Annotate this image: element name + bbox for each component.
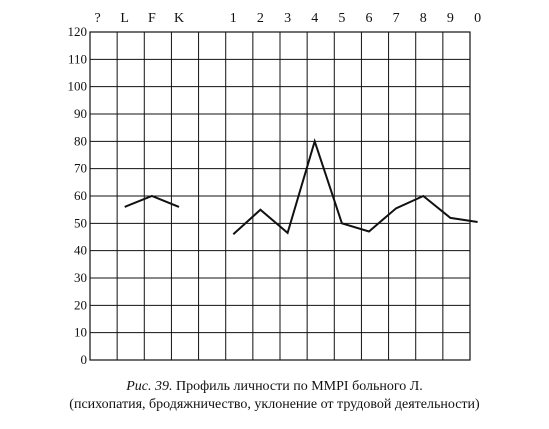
y-tick-label: 0 — [81, 352, 88, 367]
profile-line-segment — [232, 137, 478, 236]
caption-subtitle: (психопатия, бродяжничество, уклонение о… — [69, 397, 480, 412]
x-tick-label: 6 — [366, 11, 373, 26]
profile-line-segment — [124, 194, 180, 208]
y-tick-label: 80 — [74, 133, 87, 148]
x-tick-label: L — [120, 11, 129, 26]
caption-prefix: Рис. 39. — [126, 379, 173, 394]
y-axis-ticks: 0 10 20 30 40 50 60 70 80 90 100 110 120 — [68, 24, 88, 367]
x-tick-label: ? — [94, 11, 100, 26]
x-axis-ticks: ? L F K 1 2 3 4 5 6 7 8 9 0 — [94, 11, 481, 26]
y-tick-label: 50 — [74, 215, 87, 230]
y-tick-label: 90 — [74, 106, 87, 121]
plot-frame — [89, 31, 471, 361]
x-tick-label: 5 — [338, 11, 345, 26]
caption-title: Профиль личности по MMPI больного Л. — [176, 379, 423, 394]
y-tick-label: 10 — [74, 325, 87, 340]
y-tick-label: 70 — [74, 161, 87, 176]
caption-line-1: Рис. 39. Профиль личности по MMPI больно… — [0, 378, 549, 396]
x-tick-label: 9 — [447, 11, 454, 26]
y-tick-label: 30 — [74, 270, 87, 285]
x-tick-label: K — [174, 11, 184, 26]
y-tick-label: 60 — [74, 188, 87, 203]
x-tick-label: 3 — [284, 11, 291, 26]
x-tick-label: 2 — [257, 11, 264, 26]
profile-series — [124, 137, 478, 236]
chart-grid — [89, 31, 471, 361]
figure-caption: Рис. 39. Профиль личности по MMPI больно… — [0, 378, 549, 414]
y-tick-label: 110 — [68, 51, 87, 66]
x-tick-label: 7 — [393, 11, 400, 26]
x-tick-label: 4 — [311, 11, 318, 26]
x-tick-label: F — [148, 11, 156, 26]
x-tick-label: 1 — [230, 11, 237, 26]
y-tick-label: 40 — [74, 243, 87, 258]
x-tick-label: 0 — [474, 11, 481, 26]
y-tick-label: 120 — [68, 24, 88, 39]
y-tick-label: 100 — [68, 79, 88, 94]
y-tick-label: 20 — [74, 297, 87, 312]
x-tick-label: 8 — [420, 11, 427, 26]
